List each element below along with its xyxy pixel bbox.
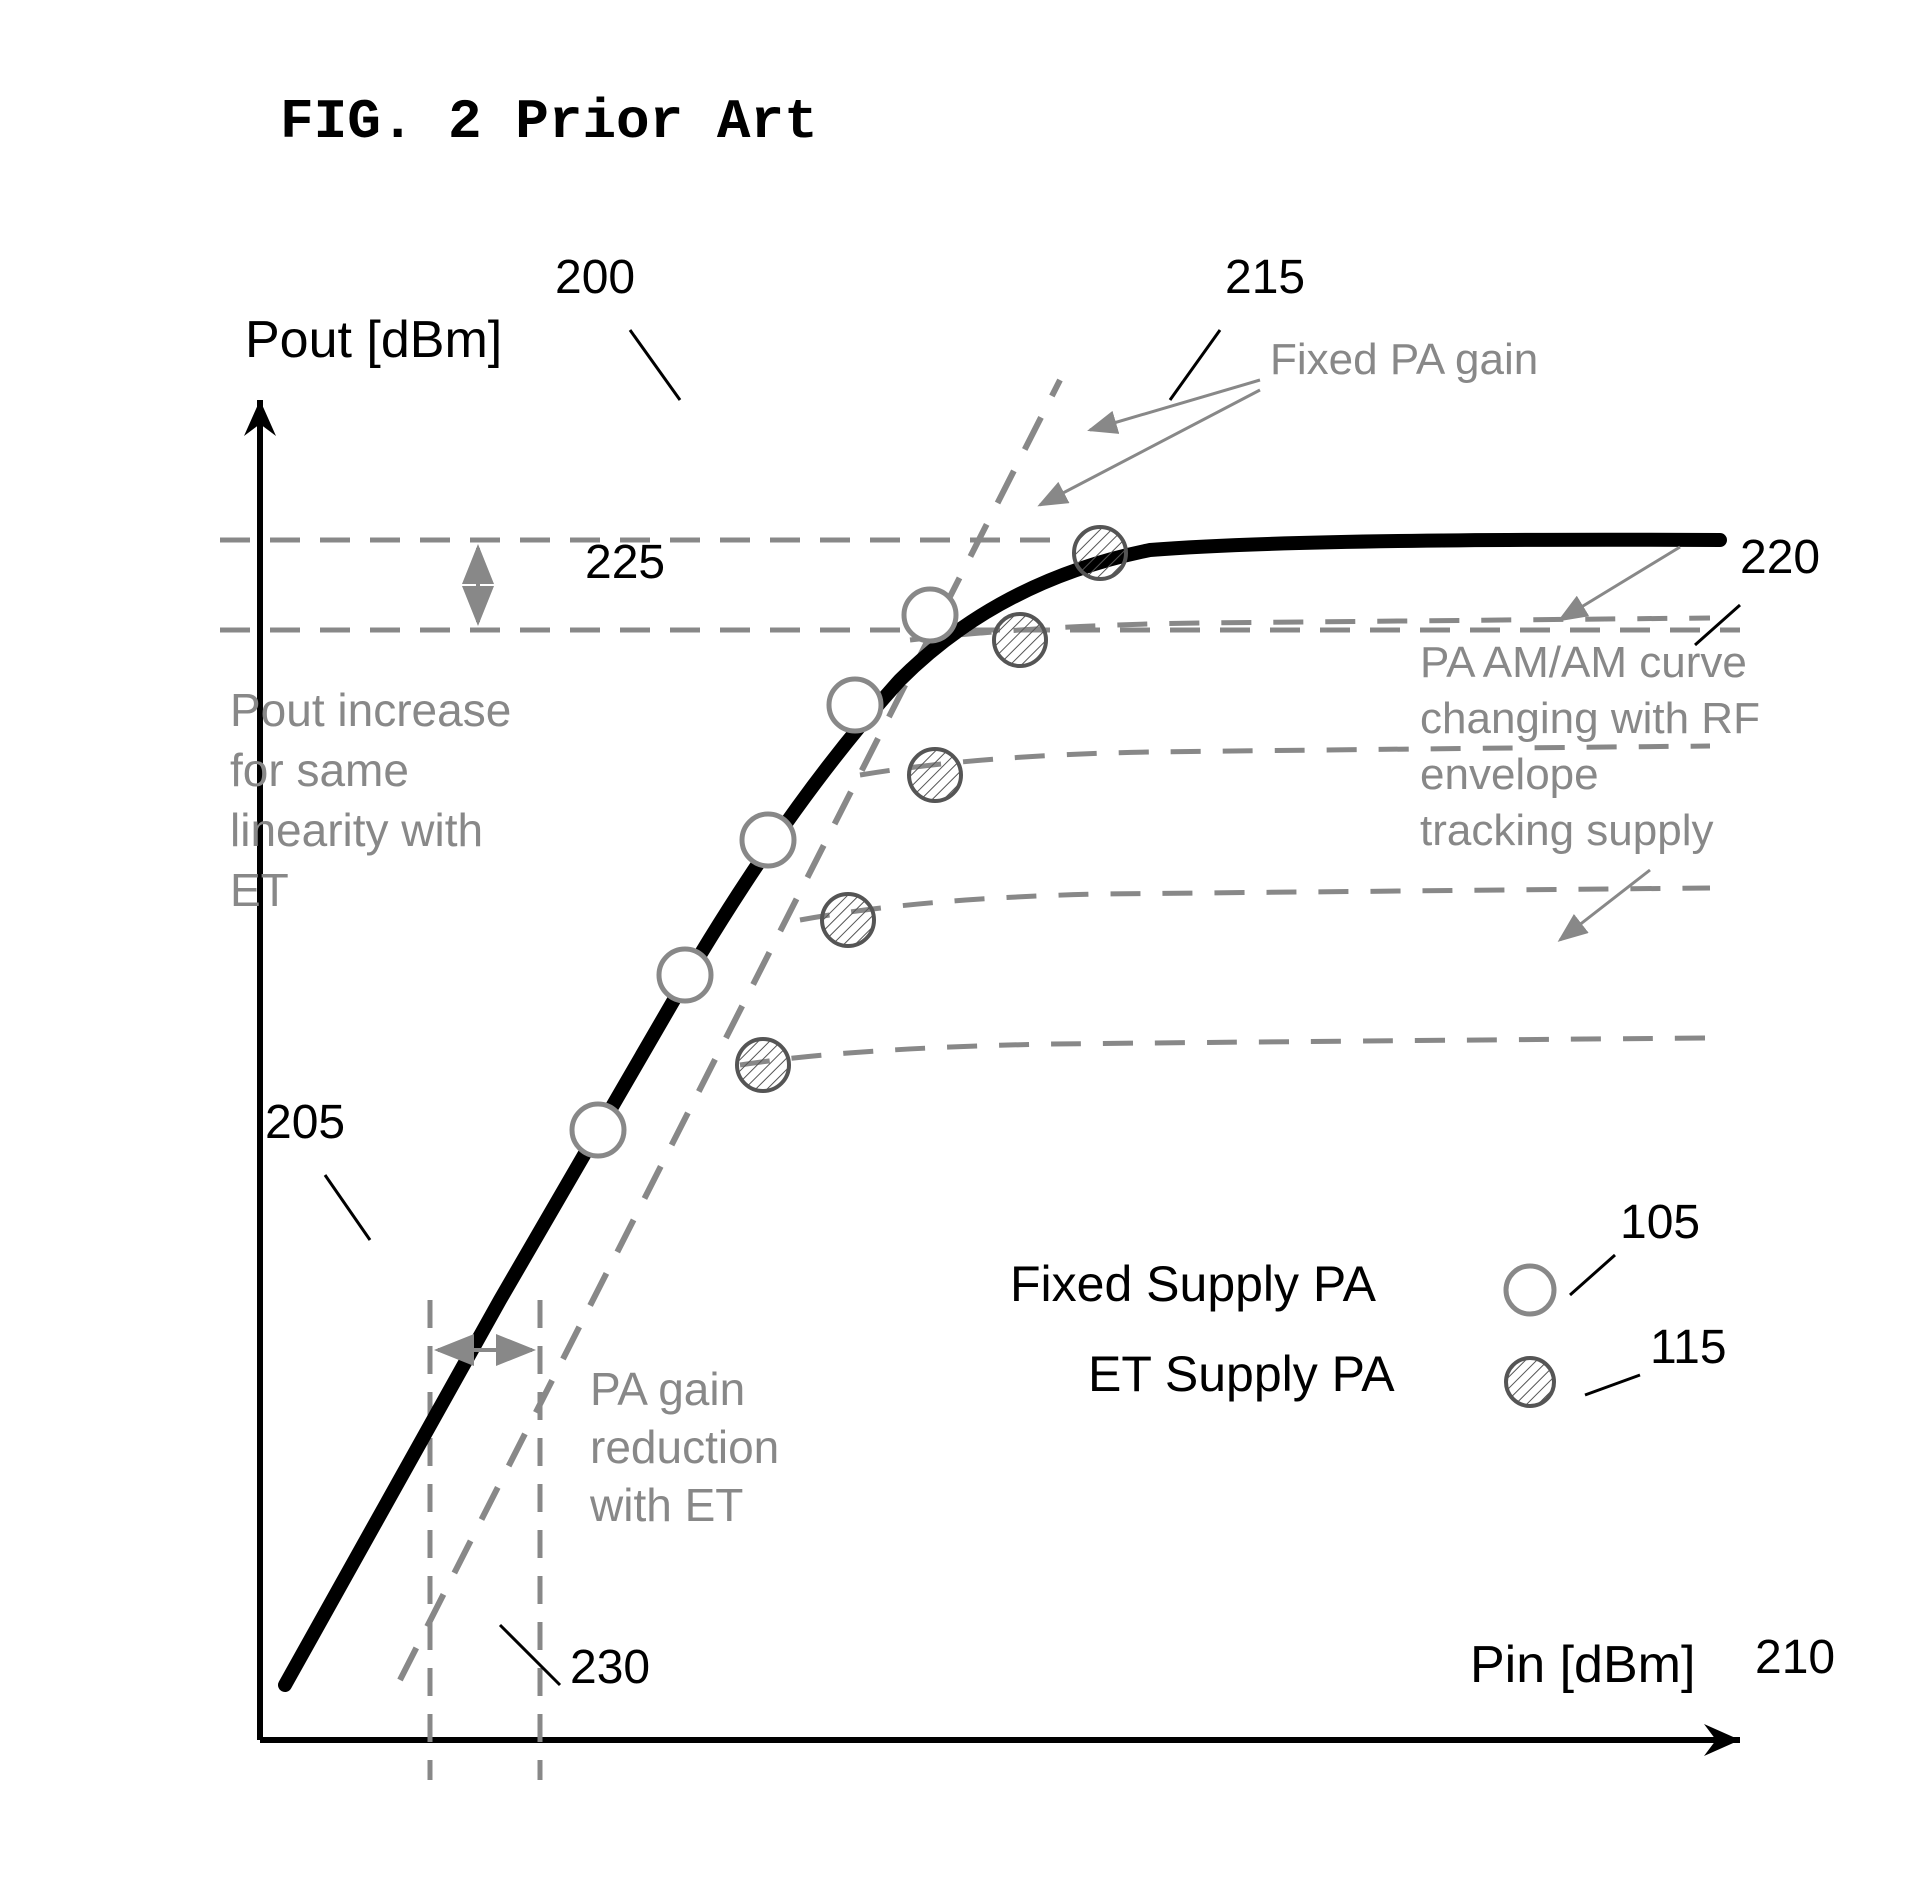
pa-gain-red-line-0: PA gain (590, 1360, 779, 1418)
callout-210: 210 (1755, 1630, 1835, 1685)
leader-amam-2 (1560, 870, 1650, 940)
pa-amam-text: PA AM/AM curve changing with RF envelope… (1420, 635, 1760, 859)
pa-amam-line-0: PA AM/AM curve (1420, 635, 1760, 691)
callout-200-leader (630, 330, 680, 400)
amam-curve-3 (800, 888, 1710, 920)
pa-gain-reduction-text: PA gain reduction with ET (590, 1360, 779, 1534)
callout-200: 200 (555, 250, 635, 305)
pout-increase-line-2: linearity with (230, 800, 511, 860)
callout-115-leader (1585, 1375, 1640, 1395)
pout-increase-line-3: ET (230, 860, 511, 920)
legend-fixed-text: Fixed Supply PA (1010, 1255, 1376, 1313)
legend-et-text: ET Supply PA (1088, 1345, 1395, 1403)
leader-amam-1 (1560, 547, 1680, 620)
callout-215-leader (1170, 330, 1220, 400)
callout-115: 115 (1650, 1320, 1727, 1375)
fixed-pa-gain-text: Fixed PA gain (1270, 335, 1538, 385)
pa-amam-line-3: tracking supply (1420, 803, 1760, 859)
pout-increase-text: Pout increase for same linearity with ET (230, 680, 511, 920)
callout-220: 220 (1740, 530, 1820, 585)
pout-increase-line-0: Pout increase (230, 680, 511, 740)
pout-increase-line-1: for same (230, 740, 511, 800)
amam-curve-4 (740, 1038, 1710, 1065)
callout-230: 230 (570, 1640, 650, 1695)
callout-225: 225 (585, 535, 665, 590)
chart-svg (0, 0, 1931, 1900)
callout-205-leader (325, 1175, 370, 1240)
callout-205: 205 (265, 1095, 345, 1150)
legend-filled-marker (1506, 1358, 1554, 1406)
callout-105: 105 (1620, 1195, 1700, 1250)
callout-105-leader (1570, 1255, 1615, 1295)
pa-gain-red-line-2: with ET (590, 1476, 779, 1534)
leader-fixed-pa-2 (1040, 390, 1260, 505)
legend-open-marker (1506, 1266, 1554, 1314)
y-axis-label: Pout [dBm] (245, 310, 502, 370)
pa-amam-line-2: envelope (1420, 747, 1760, 803)
callout-215: 215 (1225, 250, 1305, 305)
callout-230-leader (500, 1625, 560, 1685)
pa-gain-red-line-1: reduction (590, 1418, 779, 1476)
figure-canvas: FIG. 2 Prior Art (0, 0, 1931, 1900)
pa-amam-line-1: changing with RF (1420, 691, 1760, 747)
x-axis-label: Pin [dBm] (1470, 1635, 1695, 1695)
